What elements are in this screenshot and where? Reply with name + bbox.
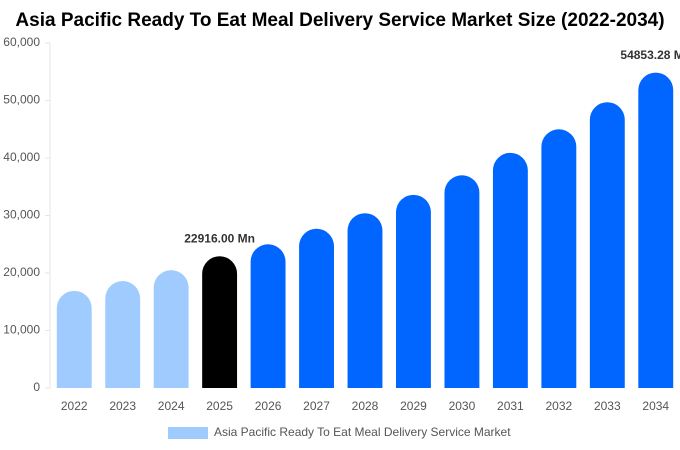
x-tick-label: 2024 <box>158 399 185 413</box>
x-tick-label: 2028 <box>352 399 379 413</box>
y-tick-label: 30,000 <box>3 208 40 222</box>
y-tick-label: 10,000 <box>3 323 40 337</box>
bar <box>56 290 92 388</box>
bar <box>250 244 286 388</box>
y-tick-label: 0 <box>33 380 40 394</box>
x-tick-label: 2033 <box>594 399 621 413</box>
y-tick-label: 20,000 <box>3 265 40 279</box>
bar <box>638 72 674 388</box>
bar <box>202 256 238 388</box>
y-tick-label: 40,000 <box>3 150 40 164</box>
value-label: 54853.28 Mn <box>620 48 680 62</box>
x-tick-label: 2022 <box>61 399 88 413</box>
y-tick-label: 50,000 <box>3 93 40 107</box>
x-tick-label: 2034 <box>642 399 669 413</box>
bar <box>444 175 480 388</box>
bar <box>105 281 141 388</box>
x-tick-label: 2032 <box>545 399 572 413</box>
bar <box>299 228 334 388</box>
x-tick-label: 2025 <box>206 399 233 413</box>
bar <box>347 213 383 388</box>
y-tick-label: 60,000 <box>3 35 40 49</box>
x-tick-label: 2023 <box>109 399 136 413</box>
x-tick-label: 2029 <box>400 399 427 413</box>
bar <box>589 102 625 389</box>
legend-swatch <box>168 427 208 439</box>
legend-label: Asia Pacific Ready To Eat Meal Delivery … <box>214 425 511 439</box>
x-tick-label: 2027 <box>303 399 330 413</box>
bar <box>492 152 528 388</box>
bar <box>153 270 189 388</box>
bar <box>396 194 431 388</box>
x-tick-label: 2031 <box>497 399 524 413</box>
chart-title: Asia Pacific Ready To Eat Meal Delivery … <box>15 10 664 31</box>
value-label: 22916.00 Mn <box>184 231 255 245</box>
x-tick-label: 2026 <box>255 399 282 413</box>
x-tick-label: 2030 <box>449 399 476 413</box>
bar <box>541 129 577 388</box>
